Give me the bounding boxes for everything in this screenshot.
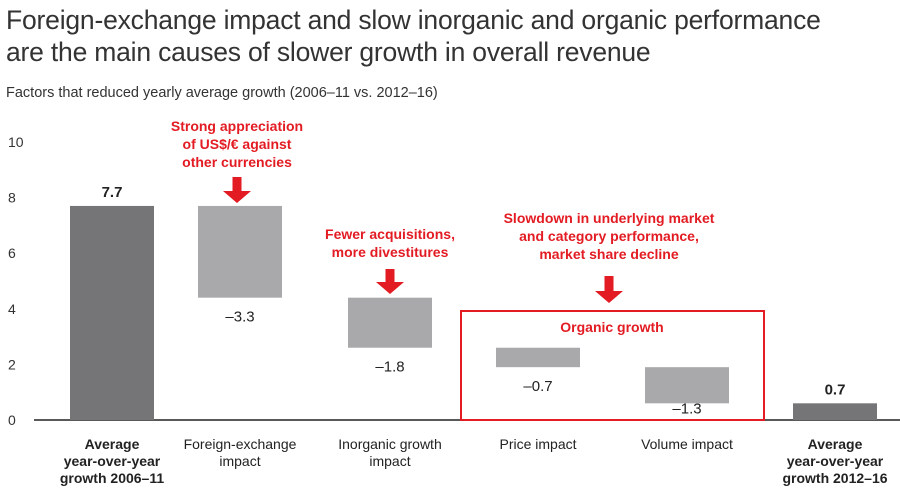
y-tick-label: 10: [8, 134, 24, 150]
organic-growth-box: [460, 310, 765, 421]
value-label: 7.7: [102, 184, 123, 201]
value-label: –1.8: [375, 359, 404, 376]
annotation-text: Slowdown in underlying market: [504, 210, 715, 226]
organic-growth-label: Organic growth: [560, 319, 663, 335]
category-label: Inorganic growth: [338, 436, 442, 452]
annotation-text: more divestitures: [332, 244, 449, 260]
category-label: year-over-year: [787, 453, 884, 469]
y-tick-label: 0: [8, 412, 16, 428]
annotation-text: of US$/€ against: [183, 136, 292, 152]
bar-1: [198, 205, 282, 298]
value-label: 0.7: [825, 381, 846, 398]
category-label: Average: [85, 436, 140, 452]
category-label: impact: [219, 453, 260, 469]
value-label: –0.7: [523, 378, 552, 395]
annotation-text: Strong appreciation: [171, 118, 303, 134]
annotation-text: and category performance,: [519, 228, 699, 244]
bar-3: [496, 347, 580, 368]
y-tick-label: 6: [8, 245, 16, 261]
bar-4: [645, 367, 729, 404]
y-tick-label: 4: [8, 301, 16, 317]
category-label: Volume impact: [641, 436, 733, 452]
annotation-text: Fewer acquisitions,: [325, 226, 455, 242]
chart-title: Foreign-exchange impact and slow inorgan…: [6, 4, 896, 68]
chart-title-line-2: are the main causes of slower growth in …: [6, 37, 651, 67]
category-label: growth 2012–16: [782, 470, 887, 486]
chart-title-line-1: Foreign-exchange impact and slow inorgan…: [6, 5, 821, 35]
chart-subtitle: Factors that reduced yearly average grow…: [6, 85, 438, 101]
category-label: Foreign-exchange: [184, 436, 297, 452]
bar-0: [70, 205, 154, 420]
value-label: –1.3: [672, 400, 701, 417]
down-arrow-icon: [595, 276, 623, 303]
annotation-text: other currencies: [182, 154, 292, 170]
category-label: Average: [808, 436, 863, 452]
down-arrow-icon: [376, 269, 404, 294]
down-arrow-icon: [223, 177, 251, 203]
bar-2: [348, 297, 432, 348]
value-label: –3.3: [225, 309, 254, 326]
category-label: year-over-year: [64, 453, 161, 469]
category-label: growth 2006–11: [60, 470, 164, 486]
category-label: impact: [369, 453, 410, 469]
annotation-text: market share decline: [539, 246, 679, 262]
bar-5: [793, 403, 877, 420]
category-label: Price impact: [499, 436, 576, 452]
y-tick-label: 8: [8, 190, 16, 206]
y-tick-label: 2: [8, 356, 16, 372]
